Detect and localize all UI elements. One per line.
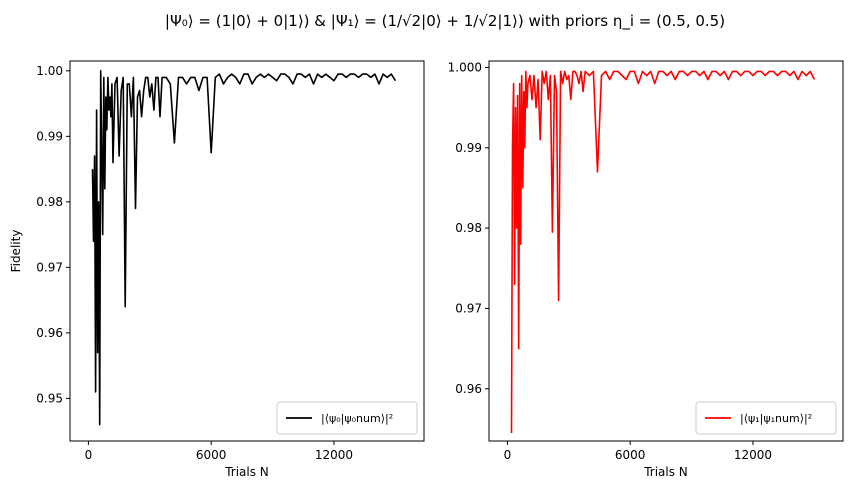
x-tick-label: 6000 xyxy=(615,448,646,462)
legend-box xyxy=(276,401,418,435)
legend-label: |⟨ψ₁|ψ₁num⟩|² xyxy=(740,412,812,425)
y-tick-label: 0.97 xyxy=(455,301,482,315)
y-tick-label: 0.95 xyxy=(36,391,63,405)
x-axis-label: Trials N xyxy=(224,465,269,479)
y-tick-label: 0.98 xyxy=(455,221,482,235)
x-tick-label: 0 xyxy=(85,448,93,462)
left-panel: 0 6000 12000 0.95 0.96 0.97 0.98 0.99 1.00 Trials… xyxy=(9,60,425,479)
axes-frame xyxy=(488,60,844,442)
legend-label: |⟨ψ₀|ψ₀num⟩|² xyxy=(321,412,393,425)
figure-title: |Ψ₀⟩ = (1|0⟩ + 0|1⟩) & |Ψ₁⟩ = (1/√2|0⟩ +… xyxy=(165,12,725,31)
y-tick-label: 0.99 xyxy=(36,129,63,143)
x-tick-label: 12000 xyxy=(315,448,353,462)
y-tick-label: 0.99 xyxy=(455,141,482,155)
y-axis-label: Fidelity xyxy=(9,230,23,273)
y-tick-label: 0.96 xyxy=(455,382,482,396)
y-tick-label: 1.000 xyxy=(448,60,482,74)
y-tick-label: 0.97 xyxy=(36,260,63,274)
y-tick-label: 0.96 xyxy=(36,326,63,340)
x-tick-label: 12000 xyxy=(734,448,772,462)
x-tick-label: 0 xyxy=(504,448,512,462)
legend-box xyxy=(695,401,837,435)
x-axis-label: Trials N xyxy=(643,465,688,479)
y-tick-label: 1.00 xyxy=(36,64,63,78)
axes-frame xyxy=(69,60,425,442)
right-panel: 0 6000 12000 0.96 0.97 0.98 0.99 1.000 Trials N |… xyxy=(448,60,844,479)
series-line-0-0 xyxy=(91,70,397,426)
y-tick-label: 0.98 xyxy=(36,195,63,209)
x-tick-label: 6000 xyxy=(196,448,227,462)
series-line-1-0 xyxy=(510,70,816,434)
